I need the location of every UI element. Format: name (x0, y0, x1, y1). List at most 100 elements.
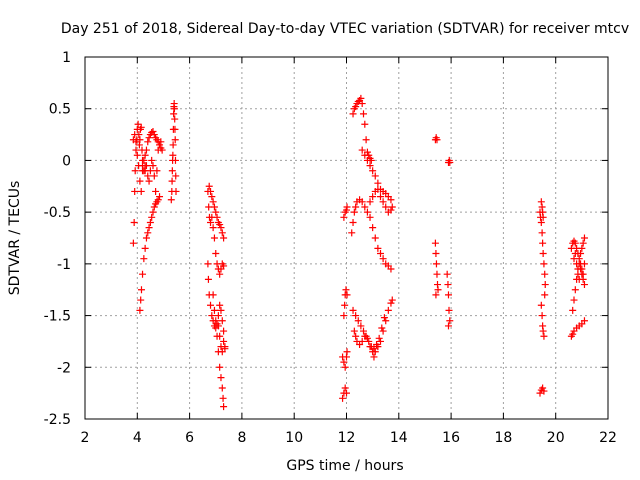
data-point (537, 301, 545, 309)
data-point (571, 286, 579, 294)
data-point (348, 229, 356, 237)
data-point (214, 312, 222, 320)
data-point (388, 296, 396, 304)
data-point (216, 363, 224, 371)
data-point (141, 151, 149, 159)
data-point (145, 224, 153, 232)
data-point (144, 229, 152, 237)
data-point (343, 203, 351, 211)
data-point (539, 327, 547, 335)
data-point (144, 172, 152, 180)
data-point (342, 286, 350, 294)
data-point (352, 332, 360, 340)
data-point (216, 221, 224, 229)
data-point (580, 260, 588, 268)
x-axis-label: GPS time / hours (286, 458, 403, 474)
data-point (341, 301, 349, 309)
chart-title: Day 251 of 2018, Sidereal Day-to-day VTE… (61, 21, 629, 37)
data-point (209, 198, 217, 206)
data-point (170, 105, 178, 113)
data-point (340, 358, 348, 366)
data-point (380, 314, 388, 322)
data-point (214, 322, 222, 330)
data-point (150, 203, 158, 211)
data-point (218, 384, 226, 392)
data-point (145, 134, 153, 142)
data-point (136, 177, 144, 185)
data-point (204, 187, 212, 195)
data-point (212, 250, 220, 258)
data-point (538, 312, 546, 320)
data-point (444, 291, 452, 299)
data-point (131, 187, 139, 195)
data-point (433, 270, 441, 278)
data-point (376, 337, 384, 345)
data-point (573, 260, 581, 268)
data-point (142, 234, 150, 242)
data-point (142, 146, 150, 154)
data-point (574, 270, 582, 278)
data-point (374, 244, 382, 252)
data-point (170, 110, 178, 118)
data-point (149, 127, 157, 135)
data-point (366, 198, 374, 206)
y-tick-label: -2 (57, 360, 71, 376)
grid-lines (85, 57, 608, 419)
data-point (575, 275, 583, 283)
y-tick-labels: -2.5 -2 -1.5 -1 -0.5 0 0.5 1 (44, 50, 71, 428)
data-point (212, 208, 220, 216)
data-point (445, 306, 453, 314)
data-point (212, 317, 220, 325)
data-point (132, 146, 140, 154)
data-point (340, 213, 348, 221)
data-point (379, 198, 387, 206)
data-point (363, 208, 371, 216)
data-point (137, 123, 145, 131)
data-point (148, 156, 156, 164)
data-point (349, 110, 357, 118)
data-point (131, 131, 139, 139)
data-point (387, 206, 395, 214)
data-point (539, 384, 547, 392)
data-point (577, 250, 585, 258)
data-point (357, 322, 365, 330)
data-point (369, 167, 377, 175)
data-point (578, 244, 586, 252)
data-point (172, 187, 180, 195)
x-tick-label: 8 (237, 430, 246, 446)
y-axis-label: SDTVAR / TECUs (7, 181, 23, 296)
data-point (341, 384, 349, 392)
axes (84, 56, 609, 420)
data-point (204, 275, 212, 283)
data-point (156, 193, 164, 201)
data-point (359, 327, 367, 335)
data-point (157, 138, 165, 146)
data-points (129, 94, 588, 411)
data-point (156, 141, 164, 149)
data-point (134, 120, 142, 128)
data-point (443, 270, 451, 278)
data-point (216, 301, 224, 309)
data-point (354, 317, 362, 325)
data-point (136, 306, 144, 314)
data-point (209, 291, 217, 299)
data-point (361, 151, 369, 159)
data-point (217, 224, 225, 232)
x-tick-labels: 2 4 6 8 10 12 14 16 18 20 22 (81, 430, 617, 446)
data-point (220, 337, 228, 345)
data-point (539, 213, 547, 221)
data-point (376, 250, 384, 258)
y-tick-label: 0 (62, 153, 71, 169)
data-point (204, 260, 212, 268)
data-point (131, 167, 139, 175)
data-point (216, 270, 224, 278)
data-point (149, 162, 157, 170)
data-point (579, 239, 587, 247)
data-point (146, 218, 154, 226)
data-point (571, 239, 579, 247)
data-point (382, 203, 390, 211)
data-point (375, 334, 383, 342)
data-point (358, 337, 366, 345)
data-point (379, 327, 387, 335)
